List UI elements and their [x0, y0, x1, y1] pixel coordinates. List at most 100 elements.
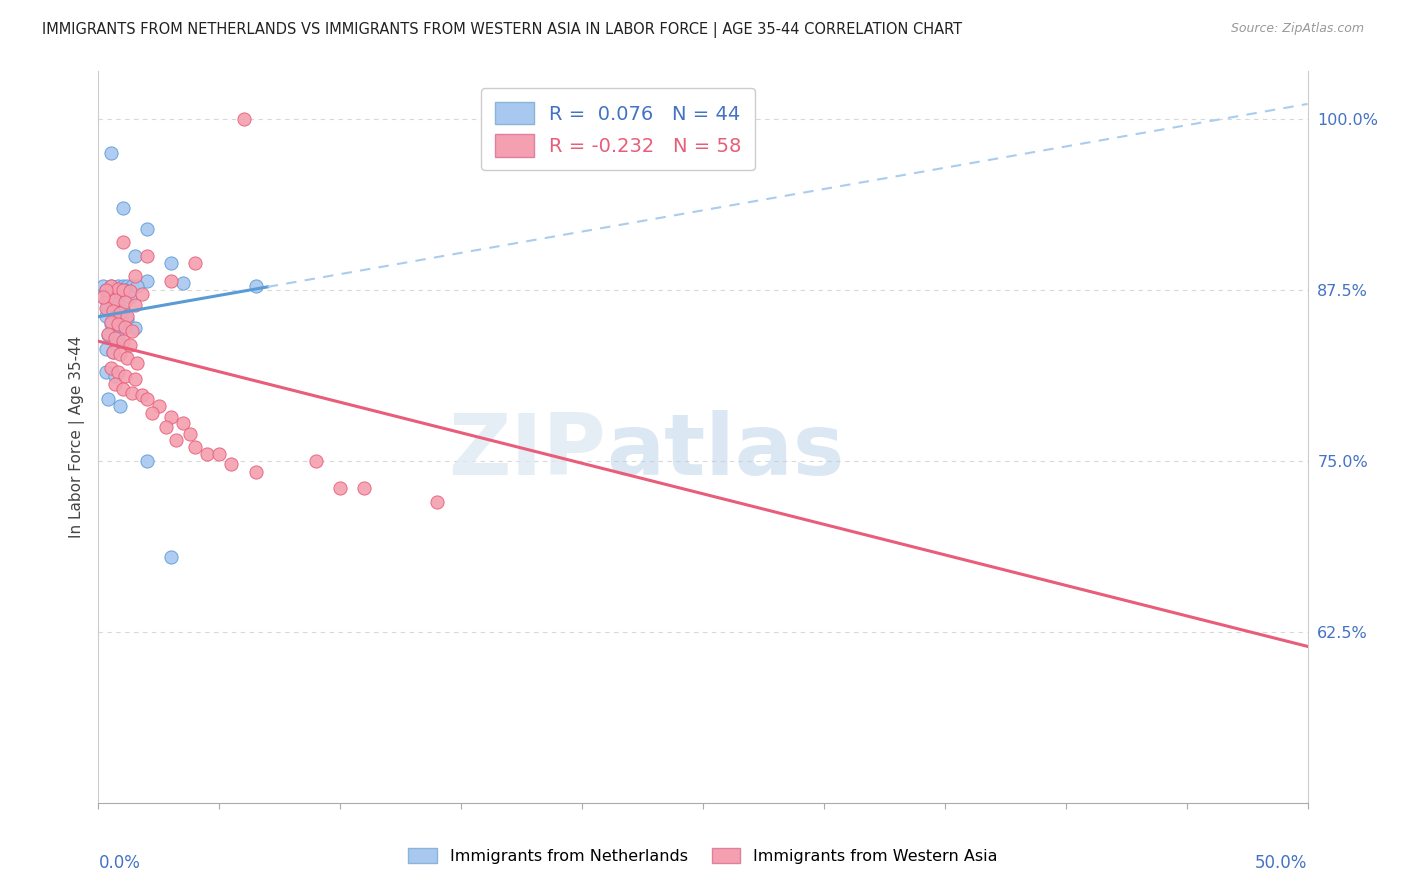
Point: [108, 306, 131, 320]
Legend: R =  0.076   N = 44, R = -0.232   N = 58: R = 0.076 N = 44, R = -0.232 N = 58: [481, 88, 755, 170]
Point: [426, 495, 449, 509]
Point: [195, 447, 218, 461]
Point: [97, 328, 120, 343]
Point: [160, 549, 183, 564]
Point: [108, 347, 131, 361]
Point: [353, 481, 375, 495]
Point: [127, 279, 149, 293]
Point: [104, 377, 127, 392]
Point: [94, 342, 117, 356]
Point: [111, 283, 134, 297]
Point: [107, 318, 129, 332]
Point: [107, 282, 129, 296]
Point: [117, 351, 139, 366]
Point: [111, 201, 134, 215]
Point: [111, 303, 134, 318]
Point: [104, 287, 127, 301]
Point: [94, 283, 117, 297]
Point: [100, 279, 122, 293]
Point: [111, 382, 134, 396]
Point: [135, 274, 157, 288]
Point: [100, 361, 122, 376]
Point: [94, 365, 117, 379]
Point: [100, 146, 122, 161]
Point: [97, 287, 120, 301]
Point: [108, 283, 131, 297]
Point: [104, 369, 127, 384]
Point: [245, 465, 267, 479]
Point: [94, 301, 117, 315]
Point: [124, 249, 146, 263]
Y-axis label: In Labor Force | Age 35-44: In Labor Force | Age 35-44: [69, 336, 84, 538]
Point: [101, 344, 124, 359]
Point: [184, 256, 207, 270]
Point: [97, 392, 120, 407]
Point: [104, 293, 127, 307]
Point: [160, 274, 183, 288]
Point: [107, 297, 129, 311]
Point: [107, 279, 129, 293]
Point: [155, 420, 177, 434]
Point: [111, 279, 134, 293]
Point: [117, 279, 139, 293]
Point: [104, 310, 127, 325]
Text: IMMIGRANTS FROM NETHERLANDS VS IMMIGRANTS FROM WESTERN ASIA IN LABOR FORCE | AGE: IMMIGRANTS FROM NETHERLANDS VS IMMIGRANT…: [42, 22, 962, 38]
Point: [131, 388, 153, 402]
Point: [329, 481, 352, 495]
Point: [108, 320, 131, 334]
Point: [118, 290, 141, 304]
Point: [100, 279, 122, 293]
Point: [94, 309, 117, 323]
Point: [135, 454, 157, 468]
Text: ZIP: ZIP: [449, 410, 606, 493]
Point: [165, 434, 187, 448]
Point: [91, 290, 114, 304]
Point: [117, 311, 139, 326]
Point: [107, 331, 129, 345]
Point: [127, 355, 149, 369]
Point: [245, 279, 267, 293]
Point: [111, 334, 134, 348]
Point: [121, 324, 143, 338]
Point: [160, 410, 183, 425]
Point: [114, 369, 136, 384]
Point: [208, 447, 231, 461]
Point: [118, 285, 141, 299]
Point: [172, 416, 194, 430]
Point: [97, 301, 120, 315]
Point: [131, 287, 153, 301]
Point: [108, 400, 131, 414]
Text: Source: ZipAtlas.com: Source: ZipAtlas.com: [1230, 22, 1364, 36]
Point: [121, 279, 143, 293]
Text: atlas: atlas: [606, 410, 845, 493]
Point: [124, 321, 146, 335]
Point: [124, 269, 146, 284]
Point: [160, 256, 183, 270]
Point: [117, 309, 139, 323]
Point: [305, 454, 328, 468]
Point: [221, 457, 243, 471]
Point: [104, 331, 127, 345]
Point: [118, 338, 141, 352]
Point: [101, 303, 124, 318]
Point: [121, 385, 143, 400]
Point: [179, 426, 201, 441]
Point: [172, 277, 194, 291]
Point: [94, 293, 117, 307]
Point: [184, 440, 207, 454]
Point: [111, 235, 134, 250]
Point: [94, 283, 117, 297]
Point: [101, 344, 124, 359]
Point: [124, 372, 146, 386]
Point: [107, 365, 129, 379]
Point: [91, 279, 114, 293]
Point: [100, 314, 122, 328]
Point: [232, 112, 254, 127]
Point: [114, 283, 136, 297]
Point: [114, 320, 136, 334]
Point: [97, 326, 120, 341]
Point: [100, 295, 122, 310]
Point: [135, 392, 157, 407]
Legend: Immigrants from Netherlands, Immigrants from Western Asia: Immigrants from Netherlands, Immigrants …: [402, 842, 1004, 871]
Text: 0.0%: 0.0%: [98, 854, 141, 872]
